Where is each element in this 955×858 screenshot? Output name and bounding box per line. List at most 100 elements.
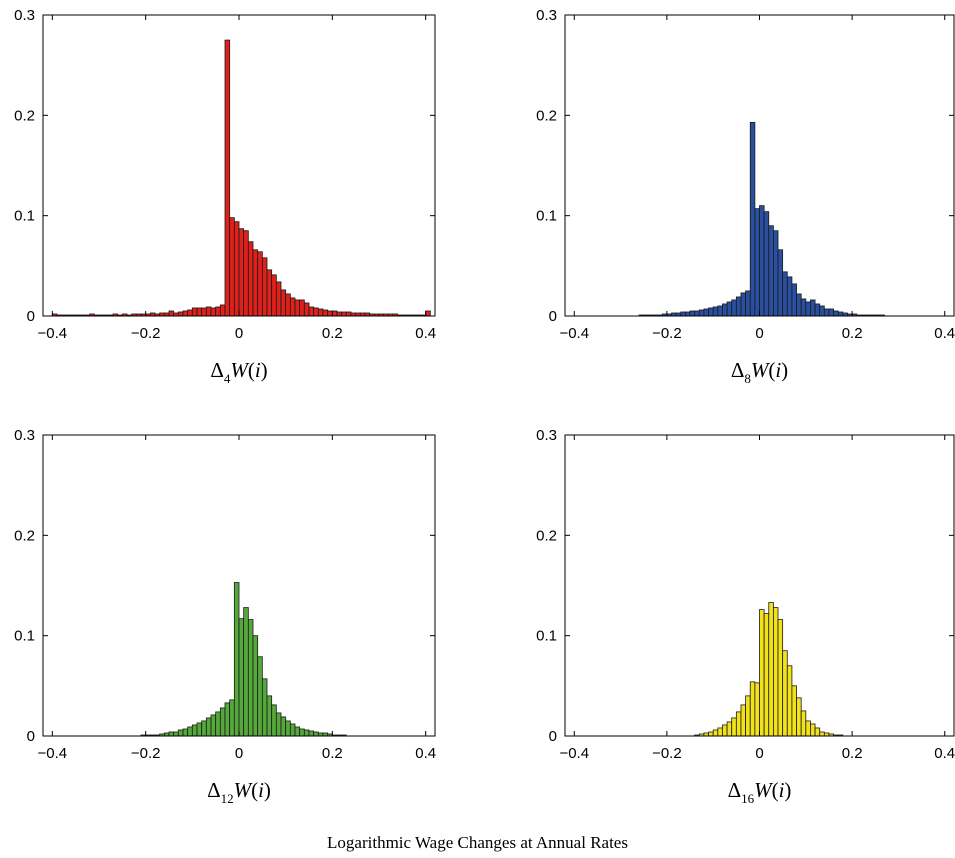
histogram-bar [215,306,221,317]
x-axis-label-part: ) [261,358,268,382]
histogram-bar [782,650,788,737]
histogram-bar [205,306,212,317]
x-tick-label: −0.4 [559,745,589,762]
histogram-bar [196,307,203,317]
histogram-bar [759,205,765,317]
histogram-bar [791,685,797,737]
histogram-bar [168,310,175,317]
histogram-bar [754,208,760,317]
histogram-bar [749,681,756,737]
histogram-bar [229,699,235,737]
x-tick-label: −0.2 [652,745,682,762]
y-tick-label: 0.2 [536,107,557,124]
y-tick-label: 0.2 [536,527,557,544]
histogram-bar [177,729,184,737]
histogram-bar [772,230,779,317]
histogram-bar [285,293,291,317]
histogram-bar [191,724,198,737]
x-axis-label-part: 4 [224,371,231,386]
histogram-bar [317,308,324,317]
histogram-bar [726,721,733,737]
histogram-bar [800,298,807,317]
y-tick-label: 0.1 [536,208,557,225]
histogram-bar [308,730,315,737]
histogram-bar [814,303,821,317]
histogram-bar [201,307,207,317]
histogram-bar [327,310,333,317]
histogram-bar [187,309,193,317]
x-tick-label: 0.4 [415,745,436,762]
histogram-bar [257,656,263,737]
histogram-bar [698,309,705,317]
histogram-bar [243,607,249,737]
histogram-bar [271,274,277,317]
histogram-bar [763,613,770,737]
histogram-bar [271,704,277,737]
x-tick-label: 0.4 [934,325,955,342]
histogram-bar [708,731,714,737]
x-tick-label: 0.2 [842,325,863,342]
histogram-bar [299,728,305,737]
histogram-bar [717,727,723,737]
x-axis-label-part: 8 [744,371,751,386]
y-tick-label: 0.3 [14,427,35,444]
x-axis-label-part: W [751,358,771,382]
x-axis-label-part: Δ [207,778,221,802]
histogram-bar [261,257,268,317]
histogram-bar [182,310,189,317]
x-tick-label: 0.2 [842,745,863,762]
histogram-bar [786,665,793,737]
histogram-bar [261,678,268,737]
histogram-bar [303,302,310,317]
x-tick-label: 0.2 [322,745,343,762]
histogram-bar [833,310,839,317]
histogram-bar [233,221,240,317]
histogram-bar [745,290,751,317]
histogram-bar [703,308,709,317]
x-tick-label: 0.2 [322,325,343,342]
histogram-bar [763,211,770,317]
histogram-bar [735,296,742,317]
x-axis-label-part: ) [264,778,271,802]
histogram-bar [786,276,793,317]
x-axis-label-part: W [230,358,250,382]
histogram-bar [722,724,728,737]
y-tick-label: 0.2 [14,107,35,124]
histogram-bar [210,307,217,317]
x-axis-label-part: i [255,358,261,382]
x-axis-label: Δ8W(i) [731,358,788,386]
x-tick-label: −0.4 [559,325,589,342]
x-tick-label: 0 [755,745,763,762]
histogram-bar [187,726,193,737]
histogram-bar [749,121,756,317]
histogram-bar [772,607,779,737]
histogram-bar [205,717,212,737]
x-axis-label-part: ( [251,778,258,802]
histogram-bar [731,299,737,317]
histogram-bar [219,304,226,317]
histogram-bar [313,307,319,317]
histogram-panel-1: −0.4 −0.2 0 0.2 0.4 0 0.1 0.2 0.3 Δ4W(i) [14,7,436,386]
histogram-bar [735,711,742,737]
histogram-bar [257,251,263,317]
histogram-bar [805,301,811,317]
x-tick-label: 0.4 [934,745,955,762]
x-axis-label-part: ( [248,358,255,382]
histogram-bar [275,712,282,737]
x-axis-label-part: Δ [731,358,745,382]
histogram-bar [289,723,296,737]
y-tick-label: 0.1 [14,628,35,645]
histogram-bar [694,310,700,317]
histogram-bar [280,289,287,317]
x-axis-label-part: ) [781,358,788,382]
y-tick-label: 0 [27,308,35,325]
histogram-bar [685,311,691,317]
histogram-panel-3: −0.4 −0.2 0 0.2 0.4 0 0.1 0.2 0.3 Δ12W(i) [14,427,436,806]
histogram-bar [294,726,301,737]
histogram-bar [791,283,797,317]
histogram-bar [224,702,231,737]
histogram-bar [215,711,221,737]
x-axis-label-part: ( [772,778,779,802]
histogram-bar [294,299,301,317]
